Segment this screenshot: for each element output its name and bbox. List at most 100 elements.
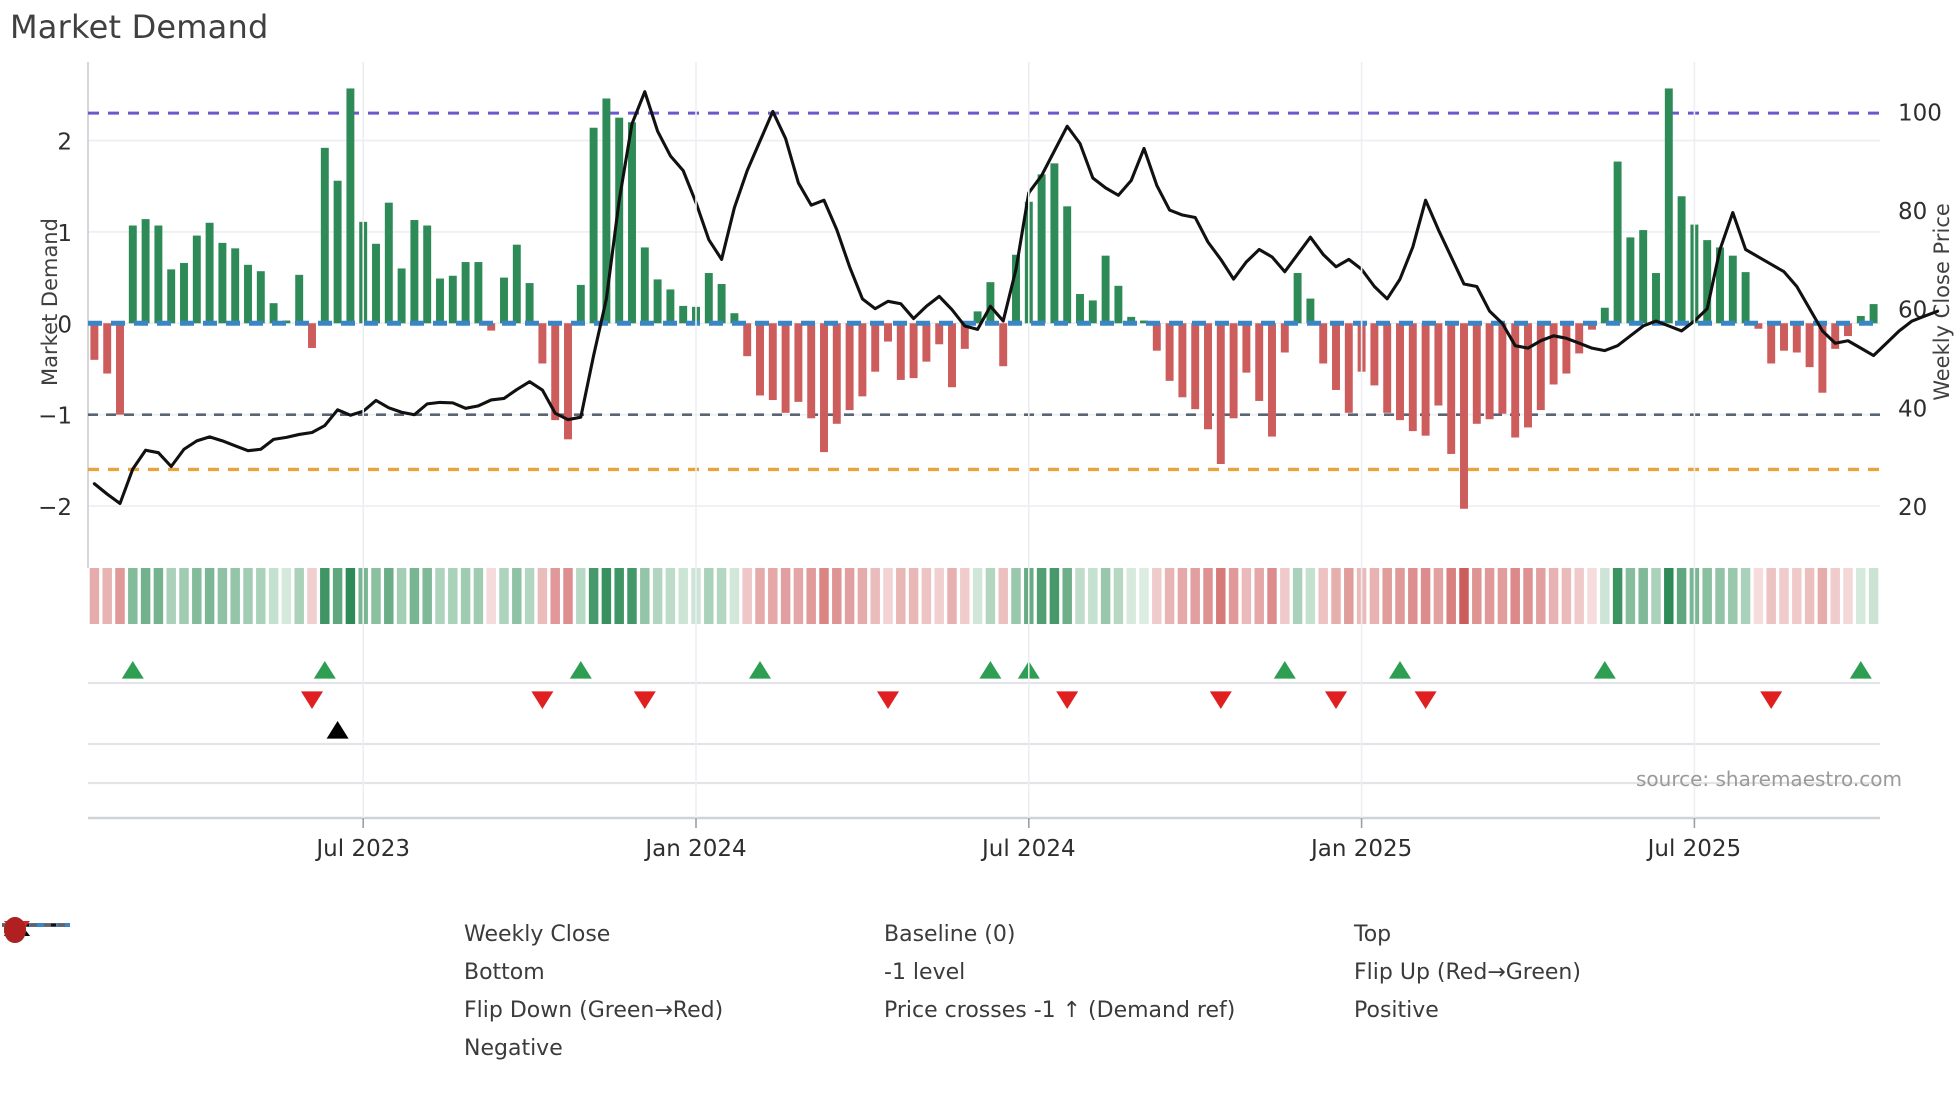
legend-item[interactable]: Flip Up (Red→Green)	[4, 919, 1698, 991]
heat-cell	[1817, 568, 1828, 624]
x-tick-label: Jul 2024	[980, 836, 1076, 862]
flip-down-marker[interactable]	[1414, 691, 1437, 710]
heat-cell	[1113, 568, 1124, 624]
heat-cell	[793, 568, 804, 624]
heat-cell	[896, 568, 906, 624]
demand-bar	[1792, 323, 1801, 353]
demand-bar	[180, 262, 188, 324]
heat-cell	[1740, 568, 1751, 624]
flip-up-marker[interactable]	[121, 660, 144, 679]
legend-item[interactable]: Top	[2, 915, 1698, 953]
flip-up-marker[interactable]	[1273, 660, 1296, 679]
demand-bar	[1408, 323, 1417, 432]
heat-cell	[1728, 568, 1738, 624]
legend-item[interactable]: Negative	[4, 917, 798, 1067]
heat-cell	[1472, 568, 1482, 624]
heat-cell	[332, 568, 343, 624]
legend-item[interactable]: Weekly Close	[2, 915, 798, 953]
demand-bar	[1805, 323, 1814, 368]
demand-bar	[167, 269, 176, 324]
demand-bar	[1101, 255, 1110, 324]
legend-label: -1 level	[884, 959, 966, 985]
legend-label: Baseline (0)	[884, 921, 1016, 947]
heat-cell	[832, 568, 842, 624]
demand-bar	[1076, 294, 1084, 324]
demand-bar	[602, 98, 611, 324]
demand-bar	[231, 248, 240, 324]
flip-down-marker[interactable]	[1325, 691, 1347, 710]
heat-cell	[1651, 568, 1661, 624]
flip-down-marker[interactable]	[1760, 691, 1783, 710]
flip-down-marker[interactable]	[633, 691, 656, 710]
flip-down-marker[interactable]	[301, 691, 323, 710]
heat-cell	[1459, 568, 1469, 624]
price-cross-marker[interactable]	[326, 720, 349, 739]
left-tick-label: 1	[57, 221, 72, 247]
flip-up-marker[interactable]	[1593, 660, 1616, 679]
demand-bar	[1754, 323, 1763, 329]
legend-item[interactable]: Flip Down (Green→Red)	[4, 921, 798, 1029]
demand-bar	[333, 180, 342, 324]
legend-label: Flip Up (Red→Green)	[1354, 959, 1581, 985]
legend-item[interactable]: Bottom	[2, 923, 798, 991]
demand-bar	[90, 323, 99, 360]
heat-cell	[460, 568, 471, 624]
heat-cell	[614, 568, 624, 624]
demand-bar	[922, 323, 931, 362]
flip-up-marker[interactable]	[569, 660, 592, 679]
demand-bar	[768, 323, 777, 401]
demand-bar	[1344, 323, 1353, 413]
flip-up-marker[interactable]	[1389, 660, 1411, 679]
demand-bar	[871, 323, 880, 372]
heat-cell	[1856, 568, 1866, 624]
heat-cell	[1753, 568, 1764, 624]
heat-cell	[1433, 568, 1444, 624]
demand-bar	[1485, 323, 1494, 420]
demand-bar	[1332, 323, 1340, 390]
demand-bar	[1063, 206, 1072, 324]
heat-cell	[409, 568, 420, 624]
demand-bar	[1588, 323, 1596, 330]
flip-down-marker[interactable]	[1056, 691, 1079, 710]
heat-cell	[1702, 568, 1712, 624]
demand-bar	[666, 289, 675, 324]
heat-cell	[1139, 568, 1149, 624]
heat-cell	[652, 568, 663, 624]
heat-cell	[371, 568, 381, 624]
legend-item[interactable]: Positive	[4, 917, 1698, 1029]
demand-bar	[461, 262, 470, 324]
demand-bar	[244, 264, 252, 324]
flip-up-marker[interactable]	[1849, 660, 1872, 679]
flip-down-marker[interactable]	[877, 691, 899, 710]
legend-item[interactable]: -1 level	[2, 923, 1268, 991]
heat-cell	[1804, 568, 1815, 624]
demand-bar	[525, 283, 534, 324]
flip-up-marker[interactable]	[313, 660, 336, 679]
demand-bar	[845, 323, 854, 411]
demand-bar	[781, 323, 790, 413]
heat-cell	[1369, 568, 1380, 624]
x-tick-label: Jul 2025	[1646, 836, 1742, 862]
chart-legend: Weekly Close Baseline (0) Top Bottom -1 leve…	[0, 915, 1960, 1067]
legend-item[interactable]: Baseline (0)	[2, 915, 1268, 953]
heat-cell	[1766, 568, 1776, 624]
flip-down-marker[interactable]	[531, 691, 554, 710]
demand-bar	[1831, 323, 1840, 349]
demand-bar	[1613, 161, 1622, 324]
legend-spacer	[798, 1029, 1268, 1067]
heat-cell	[1408, 568, 1418, 624]
heat-cell	[1152, 568, 1162, 624]
legend-item[interactable]: Price crosses -1 ↑ (Demand ref)	[4, 919, 1268, 1029]
demand-bar	[474, 262, 483, 324]
heat-cell	[1830, 568, 1840, 624]
heat-cell	[1715, 568, 1725, 624]
legend-label: Top	[1354, 921, 1392, 947]
flip-up-marker[interactable]	[749, 660, 771, 679]
heat-cell	[908, 568, 919, 624]
heat-cell	[396, 568, 407, 624]
demand-bar	[1216, 323, 1225, 464]
flip-down-marker[interactable]	[1209, 691, 1232, 710]
flip-up-marker[interactable]	[979, 660, 1002, 679]
demand-bar	[858, 323, 867, 397]
